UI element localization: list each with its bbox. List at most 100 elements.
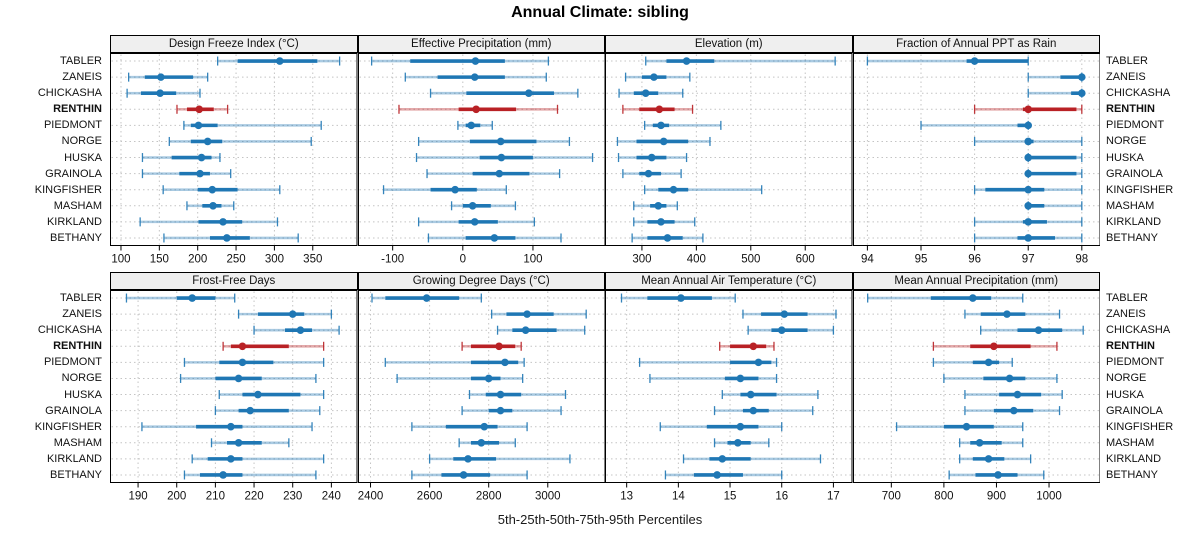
percentile-row-bethany (183, 470, 317, 480)
panel-canvas-mean-annual-precipitation-mm: 700 800 900 1000 (852, 290, 1100, 503)
row-label-right-piedmont: PIEDMONT (1106, 356, 1165, 369)
row-label-left-kirkland: KIRKLAND (46, 452, 102, 465)
percentile-row-zaneis (404, 72, 547, 82)
x-tick-label: 100 (111, 254, 130, 266)
percentile-row-norge (616, 136, 711, 146)
percentile-row-piedmont (643, 120, 722, 130)
percentile-row-chickasha (126, 88, 201, 98)
percentile-row-bethany (427, 233, 562, 243)
percentile-row-kirkland (973, 217, 1082, 227)
x-tick-label: 300 (632, 254, 651, 266)
percentile-row-zaneis (624, 72, 691, 82)
percentile-row-huska (141, 153, 221, 163)
percentile-row-chickasha (747, 325, 835, 335)
percentile-row-zaneis (963, 309, 1060, 319)
percentile-row-kirkland (428, 454, 571, 464)
percentile-row-piedmont (384, 357, 525, 367)
row-label-left-tabler: TABLER (60, 55, 102, 68)
x-tick-label: 95 (914, 254, 927, 266)
percentile-row-huska (218, 390, 325, 400)
x-tick-label: 350 (303, 254, 322, 266)
percentile-row-renthin (932, 341, 1058, 351)
percentile-row-masham (210, 438, 290, 448)
percentile-row-kirkland (682, 454, 822, 464)
x-tick-label: 3000 (534, 491, 560, 503)
x-tick-label: 14 (672, 491, 685, 503)
x-tick-label: 2400 (358, 491, 383, 503)
percentile-row-bethany (664, 470, 783, 480)
percentile-row-kingfisher (973, 185, 1082, 195)
row-label-left-kirkland: KIRKLAND (46, 215, 102, 228)
percentile-row-kirkland (139, 217, 279, 227)
panel-canvas-growing-degree-days-c: 2400 2600 2800 3000 (357, 290, 605, 503)
row-label-left-norge: NORGE (61, 372, 102, 385)
percentile-row-grainola (425, 169, 560, 179)
panel-header-fraction-of-annual-ppt-as-rain: Fraction of Annual PPT as Rain (852, 35, 1100, 53)
percentile-row-kirkland (191, 454, 325, 464)
x-tick-label: 700 (881, 491, 900, 503)
percentile-row-tabler (125, 293, 236, 303)
row-label-left-huska: HUSKA (64, 388, 102, 401)
percentile-row-grainola (713, 406, 814, 416)
row-label-right-tabler: TABLER (1106, 55, 1148, 68)
x-tick-label: 100 (523, 254, 542, 266)
row-label-left-kingfisher: KINGFISHER (34, 183, 102, 196)
percentile-row-grainola (141, 169, 232, 179)
panel-header-mean-annual-air-temperature-c: Mean Annual Air Temperature (°C) (605, 272, 853, 290)
row-label-left-kingfisher: KINGFISHER (34, 420, 102, 433)
percentile-row-masham (713, 438, 770, 448)
percentile-row-grainola (963, 406, 1060, 416)
percentile-row-kingfisher (895, 422, 1023, 432)
percentile-row-renthin (973, 104, 1082, 114)
x-tick-label: 500 (741, 254, 760, 266)
panel-canvas-design-freeze-index-c: 100 150 200 250 300 350 (110, 53, 358, 266)
row-label-left-piedmont: PIEDMONT (43, 356, 102, 369)
percentile-row-bethany (631, 233, 704, 243)
x-tick-label: 250 (226, 254, 245, 266)
percentile-row-tabler (216, 56, 341, 66)
percentile-row-kirkland (633, 217, 696, 227)
percentile-row-kirkland (958, 454, 1031, 464)
percentile-row-zaneis (742, 309, 837, 319)
row-label-right-masham: MASHAM (1106, 436, 1155, 449)
row-label-left-zaneis: ZANEIS (62, 71, 102, 84)
x-tick-label: -100 (381, 254, 404, 266)
x-tick-label: 200 (188, 254, 207, 266)
row-label-right-norge: NORGE (1106, 135, 1147, 148)
x-tick-label: 13 (620, 491, 633, 503)
percentile-row-huska (721, 390, 819, 400)
percentile-row-masham (633, 201, 678, 211)
percentile-row-tabler (866, 293, 1023, 303)
x-tick-label: 200 (167, 491, 186, 503)
row-label-left-grainola: GRAINOLA (45, 404, 102, 417)
percentiles-caption: 5th-25th-50th-75th-95th Percentiles (497, 512, 703, 527)
percentile-row-grainola (214, 406, 321, 416)
row-label-left-grainola: GRAINOLA (45, 167, 102, 180)
x-tick-label: 900 (986, 491, 1005, 503)
row-label-left-bethany: BETHANY (50, 468, 102, 481)
x-tick-label: 0 (459, 254, 465, 266)
row-label-right-masham: MASHAM (1106, 199, 1155, 212)
row-label-right-renthin: RENTHIN (1106, 103, 1155, 116)
percentile-row-grainola (622, 169, 682, 179)
row-label-left-piedmont: PIEDMONT (43, 119, 102, 132)
percentile-row-chickasha (979, 325, 1084, 335)
x-tick-label: 230 (283, 491, 302, 503)
panel-header-frost-free-days: Frost-Free Days (110, 272, 358, 290)
percentile-row-huska (468, 390, 566, 400)
x-tick-label: 94 (861, 254, 874, 266)
percentile-row-huska (963, 390, 1063, 400)
percentile-row-piedmont (919, 120, 1032, 130)
percentile-row-masham (186, 201, 235, 211)
percentile-row-kingfisher (382, 185, 507, 195)
percentile-row-masham (450, 201, 516, 211)
percentile-row-bethany (163, 233, 299, 243)
percentile-row-kingfisher (659, 422, 783, 432)
percentile-row-chickasha (429, 88, 578, 98)
row-label-right-bethany: BETHANY (1106, 231, 1158, 244)
percentile-row-kingfisher (141, 422, 313, 432)
row-label-left-chickasha: CHICKASHA (37, 324, 102, 337)
percentile-row-tabler (645, 56, 836, 66)
panel-header-effective-precipitation-mm: Effective Precipitation (mm) (357, 35, 605, 53)
panel-header-design-freeze-index-c: Design Freeze Index (°C) (110, 35, 358, 53)
